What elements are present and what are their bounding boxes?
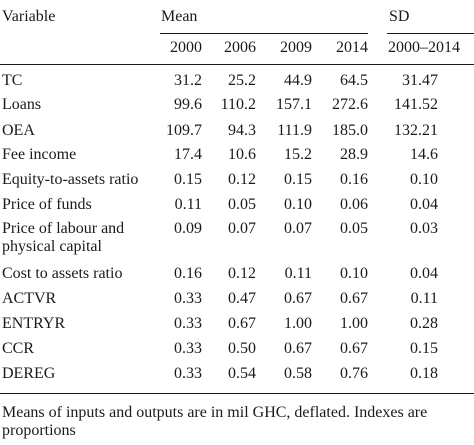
mean-underline <box>160 33 368 34</box>
sd-value: 14.6 <box>410 146 438 163</box>
mean-value-2014: 0.67 <box>340 290 368 307</box>
mean-value-2009: 157.1 <box>276 96 312 113</box>
mean-value-2014: 1.00 <box>340 315 368 332</box>
sd-value: 0.04 <box>410 265 438 282</box>
mean-value-2000: 99.6 <box>174 96 202 113</box>
mean-value-2014: 28.9 <box>340 146 368 163</box>
row-label: DEREG <box>2 365 56 382</box>
mean-value-2006: 0.67 <box>228 315 256 332</box>
mean-value-2014: 0.67 <box>340 340 368 357</box>
mean-value-2009: 0.11 <box>284 265 312 282</box>
sd-value: 0.15 <box>410 340 438 357</box>
mean-value-2014: 0.06 <box>340 196 368 213</box>
mean-value-2000: 31.2 <box>174 72 202 89</box>
mean-value-2009: 44.9 <box>284 72 312 89</box>
sd-value: 0.11 <box>410 290 438 307</box>
mean-value-2009: 0.67 <box>284 290 312 307</box>
mean-value-2000: 0.33 <box>174 340 202 357</box>
mean-value-2014: 64.5 <box>340 72 368 89</box>
mean-value-2014: 0.16 <box>340 171 368 188</box>
mean-value-2006: 0.12 <box>228 171 256 188</box>
row-label: OEA <box>2 122 35 139</box>
row-label: TC <box>2 72 23 89</box>
row-label: Price of funds <box>2 196 92 213</box>
mean-value-2006: 0.50 <box>228 340 256 357</box>
row-label: Price of labour and <box>2 220 125 237</box>
sd-value: 0.10 <box>410 171 438 188</box>
mean-value-2006: 0.07 <box>228 220 256 237</box>
footnote-line-2: proportions <box>2 422 76 439</box>
row-label: Equity-to-assets ratio <box>2 171 139 188</box>
row-label: Cost to assets ratio <box>2 265 123 282</box>
header-variable: Variable <box>2 8 56 25</box>
mean-value-2009: 0.15 <box>284 171 312 188</box>
sd-value: 0.03 <box>410 220 438 237</box>
mean-value-2000: 0.11 <box>174 196 202 213</box>
mean-value-2009: 0.07 <box>284 220 312 237</box>
bottom-rule <box>0 393 474 394</box>
mean-value-2009: 0.67 <box>284 340 312 357</box>
row-label: ENTRYR <box>2 315 66 332</box>
header-year-2000: 2000 <box>170 39 202 56</box>
sd-value: 0.04 <box>410 196 438 213</box>
mean-value-2009: 1.00 <box>284 315 312 332</box>
mean-value-2006: 110.2 <box>220 96 256 113</box>
mean-value-2009: 0.10 <box>284 196 312 213</box>
header-year-2009: 2009 <box>280 39 312 56</box>
mean-value-2009: 15.2 <box>284 146 312 163</box>
row-label: Fee income <box>2 146 77 163</box>
row-label: physical capital <box>2 238 102 255</box>
mean-value-2000: 17.4 <box>174 146 202 163</box>
mean-value-2014: 0.10 <box>340 265 368 282</box>
mean-value-2006: 0.05 <box>228 196 256 213</box>
header-sd: SD <box>389 8 410 25</box>
sd-value: 0.28 <box>410 315 438 332</box>
mean-value-2000: 109.7 <box>166 122 202 139</box>
mean-value-2014: 185.0 <box>332 122 368 139</box>
mean-value-2000: 0.09 <box>174 220 202 237</box>
mean-value-2006: 25.2 <box>228 72 256 89</box>
row-label: Loans <box>2 96 42 113</box>
sd-value: 132.21 <box>394 122 438 139</box>
sd-value: 0.18 <box>410 365 438 382</box>
sd-value: 31.47 <box>402 72 438 89</box>
mean-value-2006: 94.3 <box>228 122 256 139</box>
footnote-line-1: Means of inputs and outputs are in mil G… <box>2 404 428 421</box>
mean-value-2000: 0.33 <box>174 365 202 382</box>
mean-value-2014: 0.05 <box>340 220 368 237</box>
mean-value-2009: 111.9 <box>277 122 312 139</box>
header-mean: Mean <box>161 8 198 25</box>
mean-value-2014: 272.6 <box>332 96 368 113</box>
mean-value-2006: 10.6 <box>228 146 256 163</box>
mean-value-2009: 0.58 <box>284 365 312 382</box>
mean-value-2000: 0.15 <box>174 171 202 188</box>
mean-value-2000: 0.33 <box>174 290 202 307</box>
header-rule <box>0 64 474 65</box>
mean-value-2014: 0.76 <box>340 365 368 382</box>
mean-value-2000: 0.16 <box>174 265 202 282</box>
mean-value-2006: 0.12 <box>228 265 256 282</box>
header-year-2006: 2006 <box>224 39 256 56</box>
row-label: CCR <box>2 340 35 357</box>
mean-value-2000: 0.33 <box>174 315 202 332</box>
sd-underline <box>387 33 474 34</box>
mean-value-2006: 0.47 <box>228 290 256 307</box>
row-label: ACTVR <box>2 290 57 307</box>
mean-value-2006: 0.54 <box>228 365 256 382</box>
header-year-2014: 2014 <box>336 39 368 56</box>
sd-value: 141.52 <box>394 96 438 113</box>
header-sd-period: 2000–2014 <box>388 39 460 56</box>
